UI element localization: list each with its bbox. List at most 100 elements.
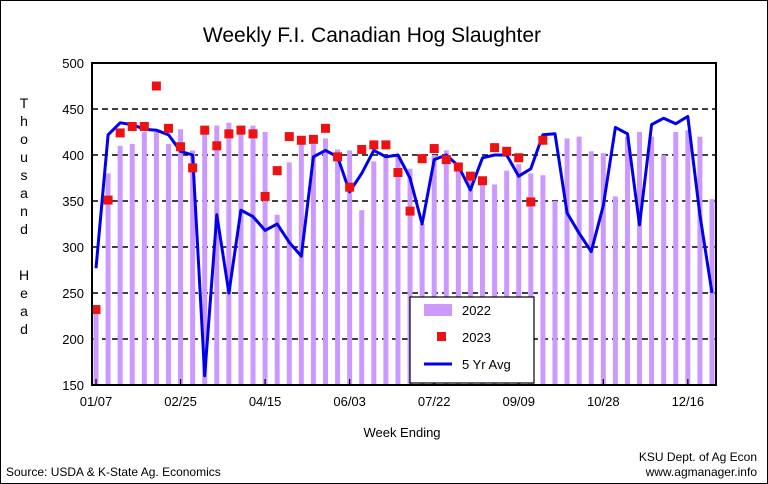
grid-lines xyxy=(92,108,716,340)
legend-swatch-2022 xyxy=(424,304,452,316)
bar-2022 xyxy=(202,125,208,385)
bar-2022 xyxy=(624,136,630,385)
marker-2023 xyxy=(212,141,222,151)
marker-2023 xyxy=(405,206,415,216)
marker-2023 xyxy=(296,135,306,145)
bar-2022 xyxy=(443,150,449,385)
x-tick-label: 02/25 xyxy=(164,394,197,409)
bar-2022 xyxy=(310,143,316,385)
bar-2022 xyxy=(395,155,401,385)
bar-2022 xyxy=(117,145,123,385)
marker-2023 xyxy=(127,121,137,131)
marker-2023 xyxy=(453,162,463,172)
legend-swatch-2023 xyxy=(437,332,446,341)
marker-2023 xyxy=(200,125,210,135)
bar-2022 xyxy=(697,136,703,385)
x-tick-label: 12/16 xyxy=(672,394,705,409)
bar-2022 xyxy=(492,184,498,385)
bar-2022 xyxy=(141,132,147,385)
marker-2023 xyxy=(308,134,318,144)
bar-2022 xyxy=(661,155,667,385)
y-axis-label-letter: a xyxy=(20,303,28,319)
marker-2023 xyxy=(139,121,149,131)
bar-2022 xyxy=(371,161,377,385)
y-tick-label: 150 xyxy=(62,378,84,393)
plot-border xyxy=(91,62,717,386)
marker-2023 xyxy=(381,140,391,150)
y-tick-label: 300 xyxy=(62,240,84,255)
bar-2022 xyxy=(190,150,196,385)
x-tick-label: 09/09 xyxy=(502,394,535,409)
bar-2022 xyxy=(238,125,244,385)
marker-2023 xyxy=(224,129,234,139)
y-axis-label-letter: o xyxy=(20,131,28,147)
bar-2022 xyxy=(637,132,643,385)
marker-2023 xyxy=(514,153,524,163)
bar-2022 xyxy=(612,196,618,385)
marker-2023 xyxy=(236,125,246,135)
marker-2023 xyxy=(284,132,294,142)
y-axis-label-letter: H xyxy=(19,267,29,283)
bar-2022 xyxy=(673,132,679,385)
y-axis-label-letter: s xyxy=(21,167,28,183)
y-tick-label: 500 xyxy=(62,56,84,71)
marker-2023 xyxy=(248,129,258,139)
x-axis-label: Week Ending xyxy=(363,425,440,440)
bar-2022 xyxy=(298,138,304,385)
bar-2022 xyxy=(649,136,655,385)
plot-area xyxy=(92,63,716,385)
marker-2023 xyxy=(441,155,451,165)
bar-2022 xyxy=(93,309,99,385)
marker-2023 xyxy=(188,163,198,173)
marker-2023 xyxy=(478,176,488,186)
marker-2023 xyxy=(103,195,113,205)
y-tick-labels: 150 200 250 300 350 400 450 500 xyxy=(62,56,84,393)
line-5yr-avg xyxy=(94,114,714,378)
bar-2022 xyxy=(274,214,280,385)
marker-2023 xyxy=(115,128,125,138)
bar-2022 xyxy=(564,138,570,385)
y-axis-label-letter: u xyxy=(20,149,28,165)
marker-2023 xyxy=(393,167,403,177)
bar-2022 xyxy=(214,125,220,385)
source-note: Source: USDA & K-State Ag. Economics xyxy=(6,465,221,479)
bar-2022 xyxy=(250,125,256,385)
bar-2022 xyxy=(105,173,111,385)
y-axis-label-letter: d xyxy=(20,321,28,337)
marker-2023 xyxy=(357,144,367,154)
bar-2022 xyxy=(600,153,606,385)
marker-2023 xyxy=(526,197,536,207)
bar-2022 xyxy=(322,138,328,385)
bar-2022 xyxy=(359,210,365,385)
bar-2022 xyxy=(467,171,473,385)
bar-2022 xyxy=(431,155,437,385)
marker-2023 xyxy=(465,171,475,181)
bars-2022 xyxy=(93,122,715,386)
credit-line-2: www.agmanager.info xyxy=(645,465,758,479)
bar-2022 xyxy=(286,162,292,385)
legend-label-5yr-avg: 5 Yr Avg xyxy=(462,357,511,372)
marker-2023 xyxy=(163,123,173,133)
bar-2022 xyxy=(407,168,413,385)
x-tick-label: 06/03 xyxy=(333,394,366,409)
marker-2023 xyxy=(490,143,500,153)
y-axis-label-letter: a xyxy=(20,185,28,201)
marker-2023 xyxy=(417,154,427,164)
marker-2023 xyxy=(345,182,355,192)
marker-2023 xyxy=(151,81,161,91)
legend-label-2023: 2023 xyxy=(462,330,491,345)
bar-2022 xyxy=(455,168,461,385)
bar-2022 xyxy=(552,201,558,385)
bar-2022 xyxy=(480,182,486,385)
y-tick-label: 350 xyxy=(62,194,84,209)
x-tick-labels: 01/07 02/25 04/15 06/03 07/22 09/09 10/28 12/16 xyxy=(80,379,704,409)
marker-2023 xyxy=(260,191,270,201)
x-tick-label: 07/22 xyxy=(418,394,451,409)
bar-2022 xyxy=(129,143,135,385)
bar-2022 xyxy=(685,130,691,385)
bar-2022 xyxy=(576,136,582,385)
y-tick-label: 400 xyxy=(62,148,84,163)
bar-2022 xyxy=(504,170,510,385)
